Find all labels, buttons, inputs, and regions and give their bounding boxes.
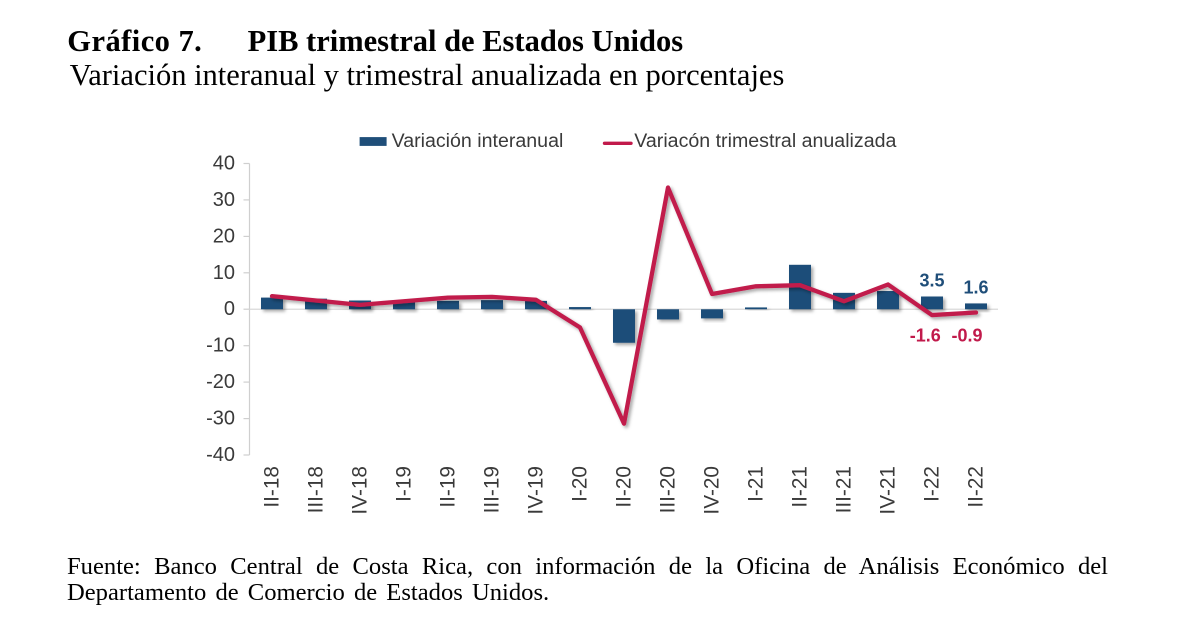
- svg-text:III-18: III-18: [305, 466, 328, 513]
- svg-text:III-19: III-19: [481, 466, 504, 513]
- svg-text:Variacón trimestral anualizada: Variacón trimestral anualizada: [634, 130, 896, 152]
- svg-text:III-21: III-21: [833, 466, 856, 513]
- svg-text:II-19: II-19: [437, 466, 460, 508]
- svg-text:II-21: II-21: [789, 466, 812, 508]
- svg-text:-0.9: -0.9: [951, 326, 982, 346]
- svg-text:1.6: 1.6: [963, 278, 988, 298]
- svg-text:III-20: III-20: [657, 466, 680, 513]
- svg-text:-10: -10: [206, 335, 235, 357]
- svg-text:3.5: 3.5: [919, 271, 944, 291]
- svg-text:IV-21: IV-21: [877, 466, 900, 515]
- svg-text:IV-19: IV-19: [525, 466, 548, 515]
- svg-text:0: 0: [224, 298, 235, 320]
- svg-text:IV-18: IV-18: [349, 466, 372, 515]
- svg-text:Variación interanual: Variación interanual: [392, 130, 564, 152]
- svg-text:40: 40: [213, 153, 235, 175]
- svg-text:I-19: I-19: [393, 466, 416, 502]
- svg-text:-30: -30: [206, 408, 235, 430]
- svg-text:30: 30: [213, 189, 235, 211]
- svg-text:-40: -40: [206, 444, 235, 466]
- svg-text:II-22: II-22: [965, 466, 988, 508]
- svg-text:II-20: II-20: [613, 466, 636, 508]
- svg-text:10: 10: [213, 262, 235, 284]
- svg-text:20: 20: [213, 225, 235, 247]
- svg-text:-1.6: -1.6: [910, 326, 941, 346]
- svg-text:IV-20: IV-20: [701, 466, 724, 515]
- svg-text:II-18: II-18: [261, 466, 284, 508]
- svg-text:-20: -20: [206, 371, 235, 393]
- svg-text:I-21: I-21: [745, 466, 768, 502]
- svg-text:I-22: I-22: [921, 466, 944, 502]
- svg-text:I-20: I-20: [569, 466, 592, 502]
